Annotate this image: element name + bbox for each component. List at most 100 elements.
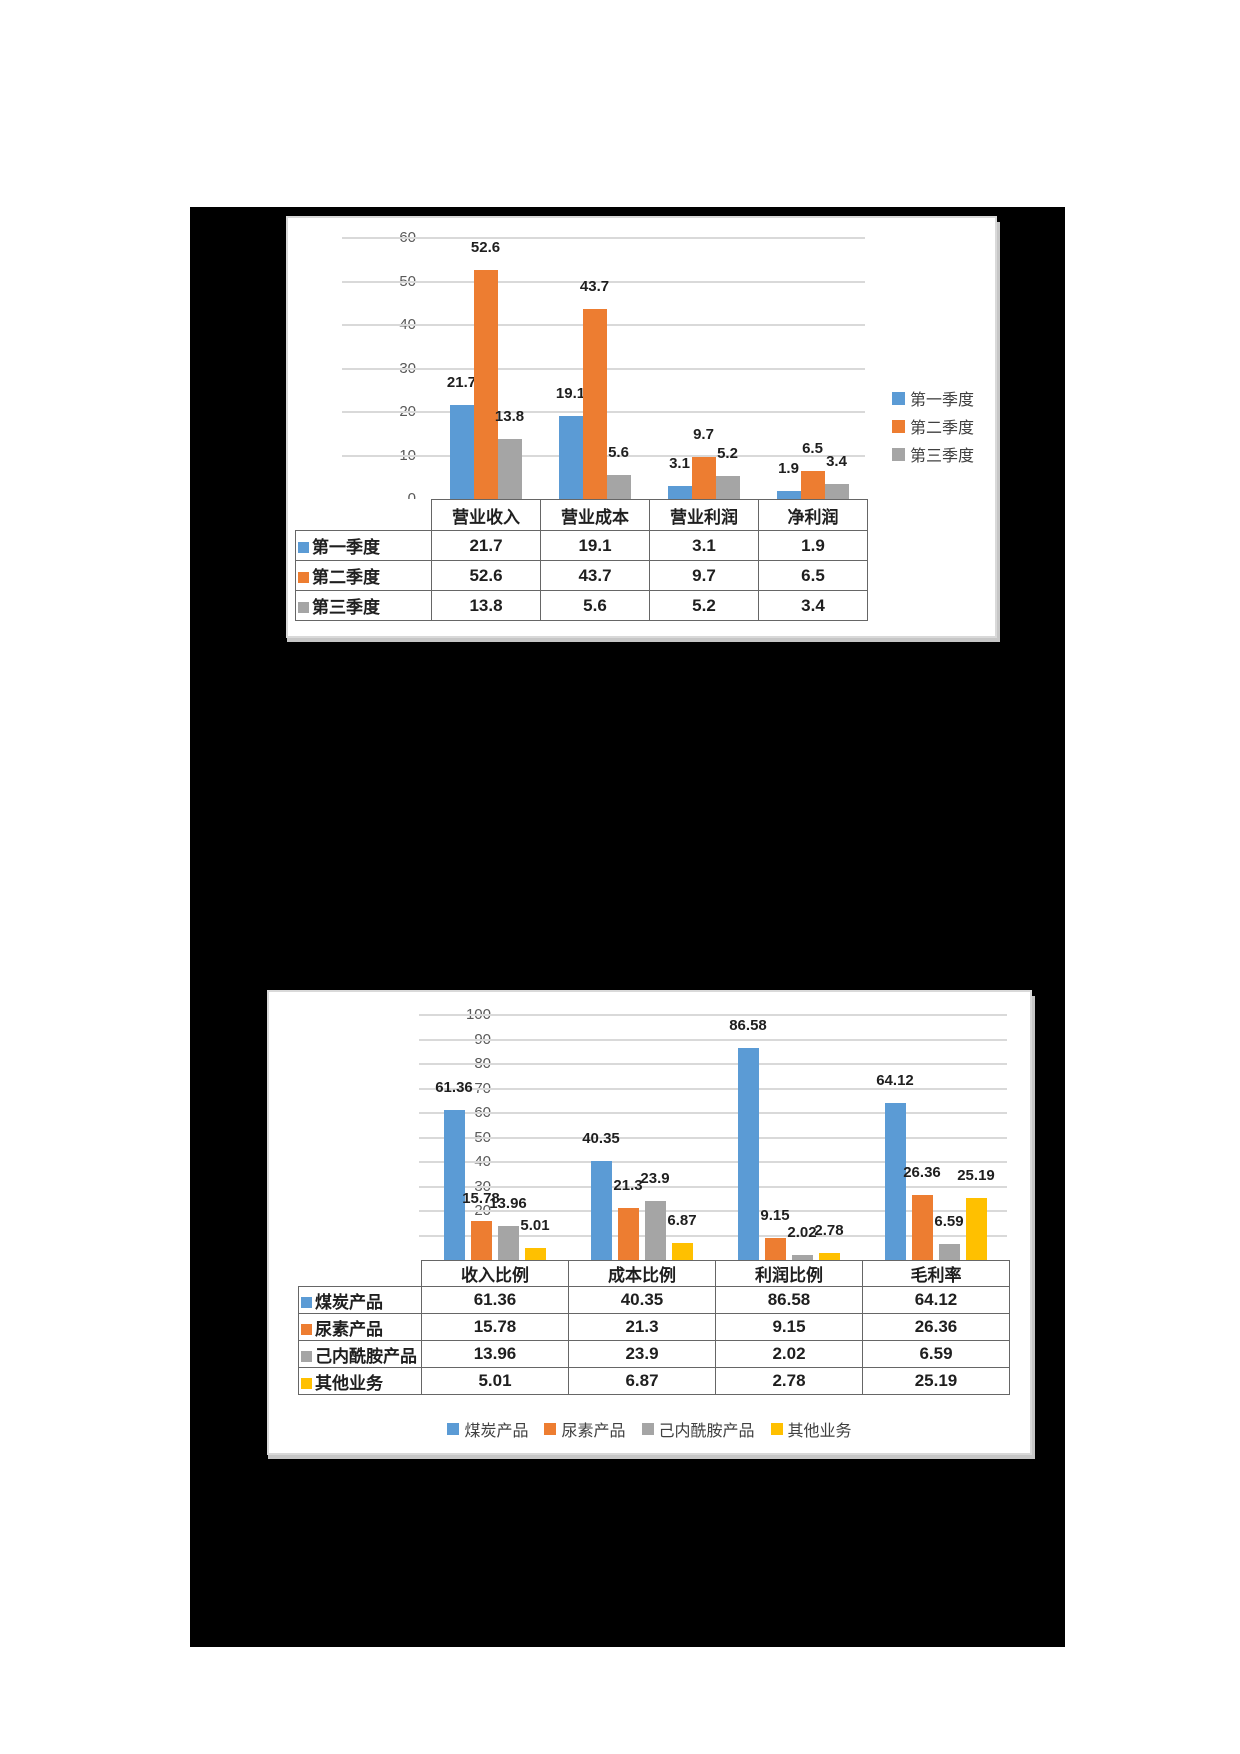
legend-key-icon (770, 1423, 783, 1435)
bar-value-label: 6.59 (934, 1212, 964, 1230)
bar-value-label: 3.1 (669, 454, 690, 472)
legend-label: 第一季度 (910, 392, 975, 409)
value-cell: 2.78 (715, 1367, 863, 1395)
legend-key-icon (641, 1423, 654, 1435)
bar-value-label: 25.19 (957, 1167, 995, 1185)
bar-value-label: 6.5 (802, 439, 823, 457)
value-cell: 5.2 (649, 590, 759, 621)
bar (449, 404, 474, 499)
bar-value-label: 5.6 (608, 443, 629, 461)
series-label-cell: 己内酰胺产品 (298, 1340, 422, 1368)
category-header-cell: 收入比例 (421, 1260, 569, 1287)
bar-value-label: 13.96 (489, 1194, 527, 1212)
series-name: 己内酰胺产品 (315, 1346, 417, 1366)
value-cell: 13.8 (431, 590, 541, 621)
value-cell: 6.5 (758, 560, 868, 591)
series-label-cell: 其他业务 (298, 1367, 422, 1395)
bar-value-label: 2.02 (787, 1224, 817, 1242)
table-corner-blank (299, 1261, 422, 1287)
legend-label: 己内酰胺产品 (658, 1423, 755, 1440)
bar-value-label: 13.8 (494, 407, 525, 425)
gridline (419, 1087, 1007, 1090)
bar (965, 1198, 987, 1260)
legend: 煤炭产品 尿素产品 己内酰胺产品 其他业务 (269, 1417, 1030, 1441)
category-header-cell: 利润比例 (715, 1260, 863, 1287)
series-key-icon (301, 1350, 312, 1362)
series-name: 尿素产品 (315, 1319, 383, 1339)
bar-value-label: 23.9 (640, 1170, 670, 1188)
series-row: 尿素产品 15.78 21.3 9.15 26.36 (298, 1313, 1010, 1341)
bar-value-label: 3.4 (826, 453, 847, 471)
legend-item: 第一季度 (892, 388, 975, 409)
data-table: 收入比例 成本比例 利润比例 毛利率 煤炭产品 61.36 40.35 86.58 64.12 尿… (298, 1260, 1010, 1395)
legend-item: 第二季度 (892, 416, 975, 437)
bar (473, 270, 498, 499)
category-header-cell: 营业收入 (431, 499, 541, 531)
segment-ratio-chart-panel: 010203040506070809010061.3615.7813.965.0… (267, 990, 1032, 1455)
series-name: 第三季度 (312, 598, 380, 617)
category-header-cell: 净利润 (758, 499, 868, 531)
table-header-row: 收入比例 成本比例 利润比例 毛利率 (299, 1260, 1010, 1287)
table-corner-blank (296, 500, 432, 531)
value-cell: 23.9 (568, 1340, 716, 1368)
series-name: 第二季度 (312, 568, 380, 587)
gridline (419, 1161, 1007, 1163)
value-cell: 25.19 (862, 1367, 1010, 1395)
bar-value-label: 21.7 (446, 373, 477, 391)
series-key-icon (298, 542, 309, 553)
series-name: 第一季度 (312, 538, 380, 557)
series-key-icon (301, 1296, 312, 1308)
series-key-icon (301, 1377, 312, 1389)
legend-label: 第二季度 (910, 420, 975, 437)
legend-key-icon (544, 1423, 557, 1435)
series-label-cell: 第二季度 (295, 560, 432, 591)
gridline (419, 1112, 1007, 1114)
bar-value-label: 1.9 (778, 459, 799, 477)
value-cell: 2.02 (715, 1340, 863, 1368)
value-cell: 61.36 (421, 1286, 569, 1314)
bar (558, 415, 583, 499)
series-row: 第二季度 52.6 43.7 9.7 6.5 (295, 560, 868, 591)
bar-value-label: 86.58 (729, 1016, 767, 1034)
legend-item: 煤炭产品 (447, 1417, 528, 1441)
value-cell: 21.7 (431, 530, 541, 561)
bar-value-label: 61.36 (435, 1078, 473, 1096)
series-row: 第一季度 21.7 19.1 3.1 1.9 (295, 530, 868, 561)
gridline (342, 280, 865, 283)
gridline (342, 237, 865, 239)
bar-value-label: 2.78 (814, 1222, 844, 1240)
bar-value-label: 40.35 (582, 1130, 620, 1148)
bar (791, 1255, 813, 1260)
value-cell: 43.7 (540, 560, 650, 591)
bar-value-label: 52.6 (470, 239, 501, 257)
series-row: 其他业务 5.01 6.87 2.78 25.19 (298, 1367, 1010, 1395)
series-label-cell: 第三季度 (295, 590, 432, 621)
legend-label: 第三季度 (910, 448, 975, 465)
value-cell: 64.12 (862, 1286, 1010, 1314)
value-cell: 5.01 (421, 1367, 569, 1395)
bar-value-label: 43.7 (579, 277, 610, 295)
legend: 第一季度第二季度第三季度 (892, 388, 974, 472)
legend-key-icon (892, 419, 905, 433)
gridline (419, 1234, 1007, 1237)
bar-value-label: 9.15 (760, 1206, 790, 1224)
value-cell: 19.1 (540, 530, 650, 561)
category-header-cell: 营业成本 (540, 499, 650, 531)
bar (764, 1237, 786, 1260)
value-cell: 1.9 (758, 530, 868, 561)
bar (824, 484, 849, 499)
bar-value-label: 19.1 (555, 384, 586, 402)
series-key-icon (301, 1323, 312, 1335)
bar (497, 1225, 519, 1260)
gridline (419, 1063, 1007, 1065)
bar-value-label: 64.12 (876, 1071, 914, 1089)
value-cell: 40.35 (568, 1286, 716, 1314)
value-cell: 5.6 (540, 590, 650, 621)
value-cell: 6.59 (862, 1340, 1010, 1368)
y-axis-tick: 0 (336, 490, 416, 508)
bar (443, 1109, 465, 1260)
bar-value-label: 9.7 (693, 425, 714, 443)
value-cell: 9.15 (715, 1313, 863, 1341)
series-label-cell: 煤炭产品 (298, 1286, 422, 1314)
